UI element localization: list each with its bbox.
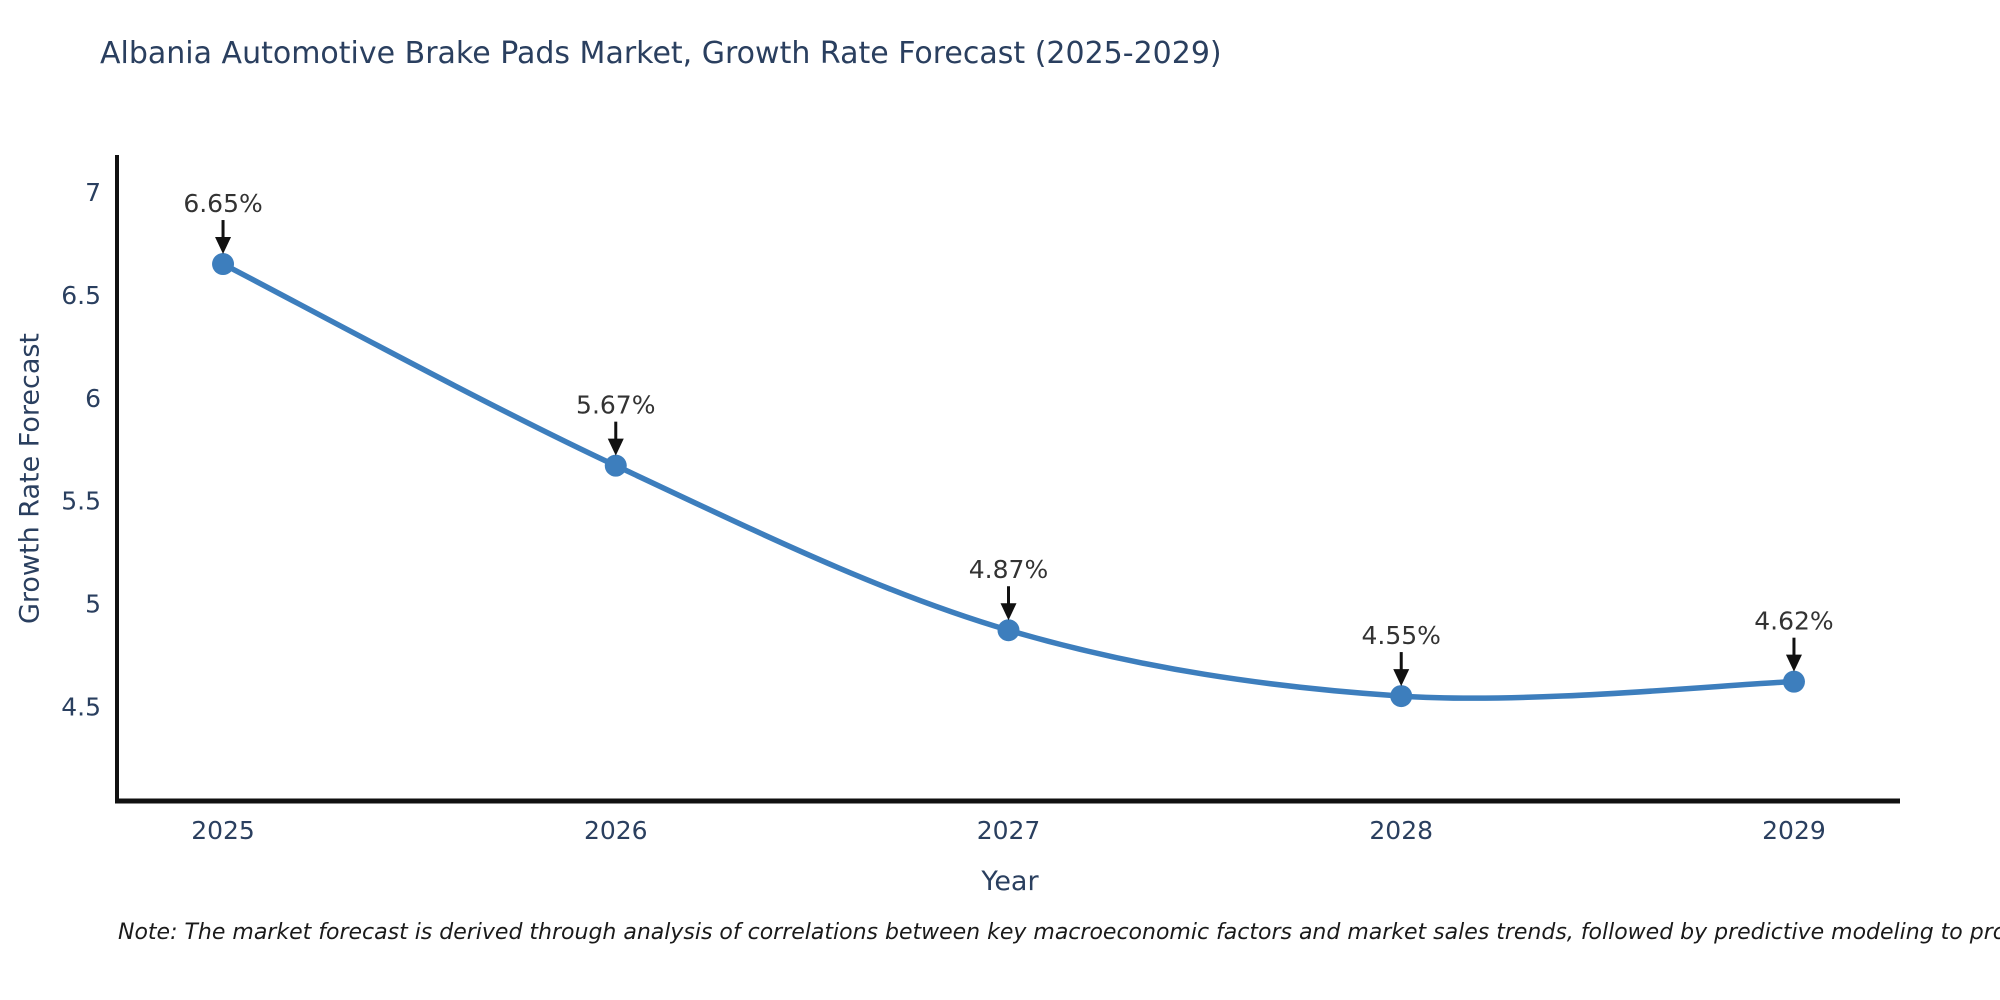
- y-tick-label: 7: [85, 178, 101, 207]
- data-point-marker[interactable]: [604, 454, 627, 477]
- annotation-arrowhead-icon: [1785, 654, 1802, 672]
- x-axis-title: Year: [981, 866, 1039, 897]
- data-point-marker[interactable]: [1782, 670, 1805, 693]
- y-tick-label: 5: [85, 589, 101, 618]
- annotation-arrowhead-icon: [607, 438, 624, 456]
- x-tick-label: 2025: [191, 816, 255, 845]
- data-point-marker[interactable]: [997, 619, 1020, 642]
- footnote: Note: The market forecast is derived thr…: [118, 920, 2000, 945]
- annotation-arrowhead-icon: [215, 237, 232, 255]
- chart-title: Albania Automotive Brake Pads Market, Gr…: [100, 36, 1222, 71]
- annotation-label: 4.87%: [969, 555, 1048, 584]
- y-tick-label: 6: [85, 384, 101, 413]
- annotation-label: 4.55%: [1362, 621, 1441, 650]
- y-tick-label: 5.5: [61, 487, 101, 516]
- x-tick-label: 2027: [977, 816, 1041, 845]
- x-tick-label: 2028: [1369, 816, 1433, 845]
- y-tick-label: 6.5: [61, 281, 101, 310]
- data-point-marker[interactable]: [212, 253, 235, 276]
- annotation-label: 6.65%: [183, 189, 262, 218]
- x-tick-label: 2029: [1762, 816, 1826, 845]
- x-tick-label: 2026: [584, 816, 648, 845]
- y-tick-label: 4.5: [61, 692, 101, 721]
- annotation-label: 5.67%: [576, 391, 655, 420]
- annotation-arrowhead-icon: [1000, 603, 1017, 621]
- annotation-label: 4.62%: [1754, 607, 1833, 636]
- annotation-arrowhead-icon: [1393, 669, 1410, 687]
- data-point-marker[interactable]: [1390, 685, 1413, 708]
